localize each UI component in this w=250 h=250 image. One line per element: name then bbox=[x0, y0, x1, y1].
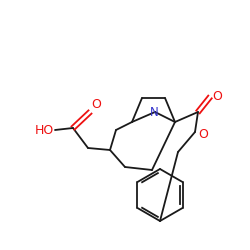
Text: O: O bbox=[212, 90, 222, 104]
Text: O: O bbox=[198, 128, 208, 140]
Text: O: O bbox=[91, 98, 101, 111]
Text: N: N bbox=[150, 106, 158, 118]
Text: HO: HO bbox=[35, 124, 54, 136]
